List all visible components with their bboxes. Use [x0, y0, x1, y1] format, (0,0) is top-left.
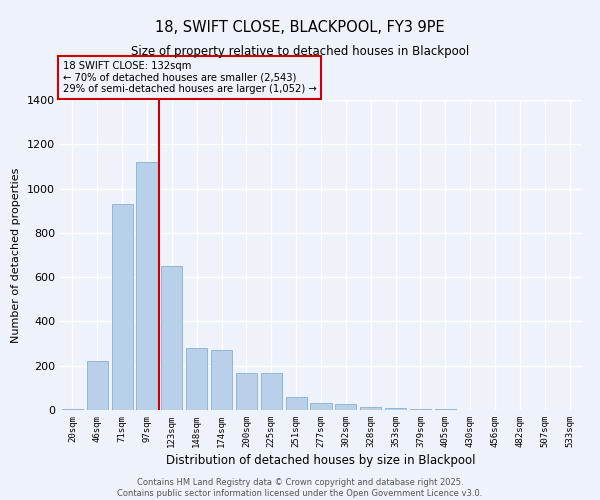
Bar: [261, 374, 282, 410]
Bar: [186, 348, 207, 410]
Bar: [385, 408, 406, 410]
Bar: [62, 409, 83, 410]
Bar: [286, 396, 307, 410]
Bar: [236, 374, 257, 410]
Bar: [87, 362, 108, 410]
Text: 18, SWIFT CLOSE, BLACKPOOL, FY3 9PE: 18, SWIFT CLOSE, BLACKPOOL, FY3 9PE: [155, 20, 445, 35]
Text: Size of property relative to detached houses in Blackpool: Size of property relative to detached ho…: [131, 45, 469, 58]
Bar: [136, 162, 158, 410]
Text: 18 SWIFT CLOSE: 132sqm
← 70% of detached houses are smaller (2,543)
29% of semi-: 18 SWIFT CLOSE: 132sqm ← 70% of detached…: [62, 60, 316, 94]
Bar: [410, 409, 431, 410]
X-axis label: Distribution of detached houses by size in Blackpool: Distribution of detached houses by size …: [166, 454, 476, 467]
Y-axis label: Number of detached properties: Number of detached properties: [11, 168, 22, 342]
Bar: [310, 404, 332, 410]
Bar: [211, 350, 232, 410]
Bar: [112, 204, 133, 410]
Bar: [435, 409, 456, 410]
Text: Contains HM Land Registry data © Crown copyright and database right 2025.
Contai: Contains HM Land Registry data © Crown c…: [118, 478, 482, 498]
Bar: [335, 404, 356, 410]
Bar: [161, 266, 182, 410]
Bar: [360, 406, 381, 410]
